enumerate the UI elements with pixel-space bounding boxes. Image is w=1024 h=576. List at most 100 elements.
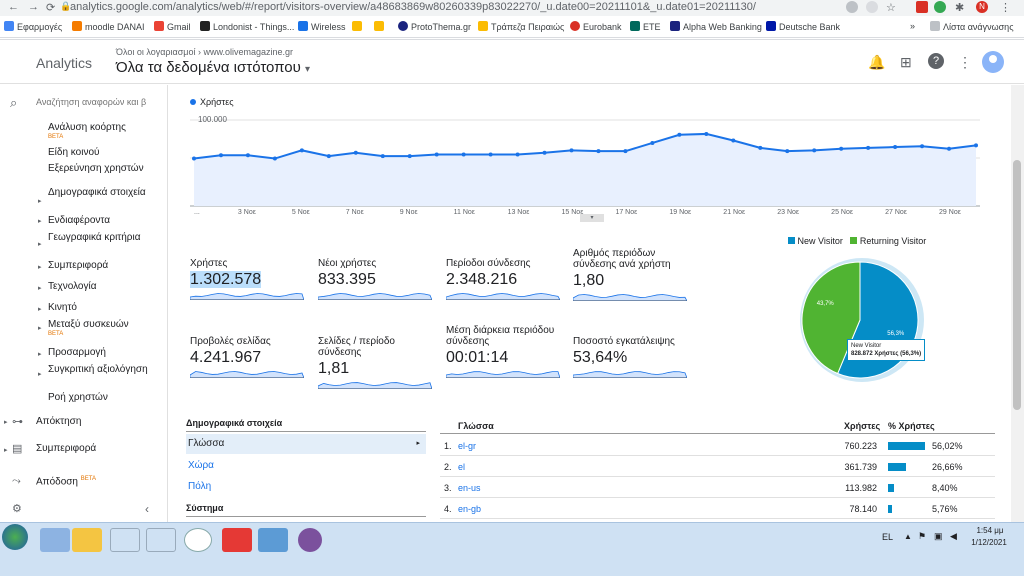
bookmark-101-icon[interactable]: [352, 21, 365, 32]
view-selector[interactable]: Όλα τα δεδομένα ιστότοπου ▾: [116, 59, 310, 76]
data-point[interactable]: [812, 148, 817, 153]
forward-icon[interactable]: →: [28, 1, 39, 13]
network-icon[interactable]: ▣: [934, 531, 943, 541]
sidebar-item-cohort[interactable]: Ανάλυση κοόρτης BETA: [48, 122, 160, 140]
user-avatar[interactable]: [982, 51, 1004, 73]
sidebar-item-mobile[interactable]: Κινητό: [48, 302, 160, 314]
data-point[interactable]: [272, 156, 277, 161]
data-point[interactable]: [542, 150, 547, 155]
data-point[interactable]: [893, 145, 898, 150]
row-language-link[interactable]: en-gb: [458, 504, 482, 514]
data-point[interactable]: [731, 138, 736, 143]
sidebar-item-benchmarking[interactable]: Συγκριτική αξιολόγηση: [48, 364, 160, 376]
row-language-link[interactable]: el: [458, 462, 466, 472]
accounts-link[interactable]: Όλοι οι λογαριασμοί: [116, 47, 196, 57]
folder-icon[interactable]: [72, 528, 102, 552]
row-language-link[interactable]: el-gr: [458, 441, 477, 451]
sidebar-item-audiences[interactable]: Είδη κοινού: [48, 147, 160, 159]
row-language-link[interactable]: en-us: [458, 483, 481, 493]
sidebar-section-attribution[interactable]: Απόδοση BETA: [36, 476, 96, 487]
data-point[interactable]: [947, 146, 952, 151]
data-point[interactable]: [920, 144, 925, 149]
data-point[interactable]: [488, 152, 493, 157]
menu-icon[interactable]: ⋮: [1000, 2, 1011, 14]
anydesk-icon[interactable]: [222, 528, 252, 552]
col-header-pct[interactable]: % Χρήστες: [888, 421, 935, 431]
more-vert-icon[interactable]: ⋮: [958, 54, 972, 70]
metric-card[interactable]: Νέοι χρήστες 833.395: [318, 258, 433, 300]
paint-icon[interactable]: [110, 528, 140, 552]
bookmark-londonist[interactable]: Londonist - Things...: [200, 21, 294, 32]
bookmark-ete[interactable]: ETE: [630, 21, 661, 32]
data-point[interactable]: [245, 153, 250, 158]
data-point[interactable]: [380, 154, 385, 159]
table-row[interactable]: 3. en-us 113.982 8,40%: [440, 478, 995, 498]
data-point[interactable]: [650, 140, 655, 145]
col-header-users[interactable]: Χρήστες: [844, 421, 881, 431]
chart-collapse-handle-icon[interactable]: ▾: [580, 214, 604, 222]
gimp-icon[interactable]: [336, 528, 366, 552]
data-point[interactable]: [785, 149, 790, 154]
volume-icon[interactable]: ◀: [950, 531, 957, 541]
bookmark-deutsche[interactable]: Deutsche Bank: [766, 21, 840, 32]
sidebar-item-demographics[interactable]: Δημογραφικά στοιχεία: [48, 187, 160, 199]
table-row[interactable]: 1. el-gr 760.223 56,02%: [440, 436, 995, 456]
star-icon[interactable]: ☆: [886, 2, 896, 14]
puzzle-icon[interactable]: ✱: [955, 2, 965, 14]
collapse-sidebar-icon[interactable]: ‹: [145, 502, 149, 516]
demo-item-city[interactable]: Πόλη: [188, 481, 212, 492]
site-link[interactable]: www.olivemagazine.gr: [203, 47, 294, 57]
bookmark-protothema[interactable]: ProtoThema.gr: [398, 21, 471, 32]
data-point[interactable]: [461, 152, 466, 157]
data-point[interactable]: [623, 149, 628, 154]
extension-icon[interactable]: [916, 1, 928, 13]
sidebar-item-technology[interactable]: Τεχνολογία: [48, 281, 160, 293]
bookmark-eurobank[interactable]: Eurobank: [570, 21, 622, 32]
incognito-icon[interactable]: [846, 1, 858, 13]
demo-item-language[interactable]: Γλώσσα ▸: [186, 434, 426, 454]
bookmark-alpha[interactable]: Alpha Web Banking: [670, 21, 762, 32]
col-header-language[interactable]: Γλώσσα: [458, 421, 494, 431]
table-row[interactable]: 2. el 361.739 26,66%: [440, 457, 995, 477]
data-point[interactable]: [866, 145, 871, 150]
language-indicator[interactable]: EL: [882, 532, 894, 542]
user-type-pie-chart[interactable]: 56,3% 43,7%: [790, 250, 940, 390]
metric-card[interactable]: Περίοδοι σύνδεσης 2.348.216: [446, 258, 561, 300]
sidebar-item-behavior[interactable]: Συμπεριφορά: [48, 260, 160, 272]
data-point[interactable]: [353, 150, 358, 155]
sidebar-section-behavior[interactable]: Συμπεριφορά: [36, 443, 97, 454]
bookmark-gmail[interactable]: Gmail: [154, 21, 191, 32]
metric-card[interactable]: Προβολές σελίδας 4.241.967: [190, 336, 305, 378]
extension-green-icon[interactable]: [934, 1, 946, 13]
data-point[interactable]: [407, 154, 412, 159]
breadcrumb[interactable]: Όλοι οι λογαριασμοί › www.olivemagazine.…: [116, 47, 294, 57]
data-point[interactable]: [758, 145, 763, 150]
taskbar-window-icon[interactable]: [258, 528, 288, 552]
viber-icon[interactable]: [298, 528, 322, 552]
sidebar-item-users-flow[interactable]: Ροή χρηστών: [48, 392, 160, 404]
share-icon[interactable]: [866, 1, 878, 13]
help-icon[interactable]: ?: [928, 53, 944, 69]
sidebar-item-cross-device[interactable]: Μεταξύ συσκευών BETA: [48, 319, 160, 337]
demo-item-country[interactable]: Χώρα: [188, 460, 214, 471]
data-point[interactable]: [192, 156, 196, 161]
metric-card[interactable]: Μέση διάρκεια περιόδου σύνδεσης 00:01:14: [446, 325, 561, 378]
bookmark-wireless[interactable]: Wireless: [298, 21, 346, 32]
data-point[interactable]: [596, 149, 601, 154]
lock-icon[interactable]: 🔒: [60, 1, 72, 11]
chrome-icon[interactable]: [184, 528, 212, 552]
start-button-icon[interactable]: [2, 524, 28, 550]
scrollbar-thumb[interactable]: [1013, 160, 1021, 410]
bell-icon[interactable]: 🔔: [868, 54, 886, 70]
data-point[interactable]: [704, 131, 709, 136]
data-point[interactable]: [974, 143, 978, 148]
sidebar-item-custom[interactable]: Προσαρμογή: [48, 347, 160, 359]
bookmark-piraeus[interactable]: Τράπεζα Πειραιώς: [478, 21, 564, 32]
sidebar-item-geo[interactable]: Γεωγραφικά κριτήρια: [48, 232, 160, 244]
taskbar-tool-icon[interactable]: [146, 528, 176, 552]
data-point[interactable]: [326, 154, 331, 159]
bookmark-moodle[interactable]: moodle DANAI: [72, 21, 145, 32]
more-bookmarks-icon[interactable]: »: [910, 21, 916, 31]
metric-card[interactable]: Χρήστες 1.302.578: [190, 258, 305, 300]
